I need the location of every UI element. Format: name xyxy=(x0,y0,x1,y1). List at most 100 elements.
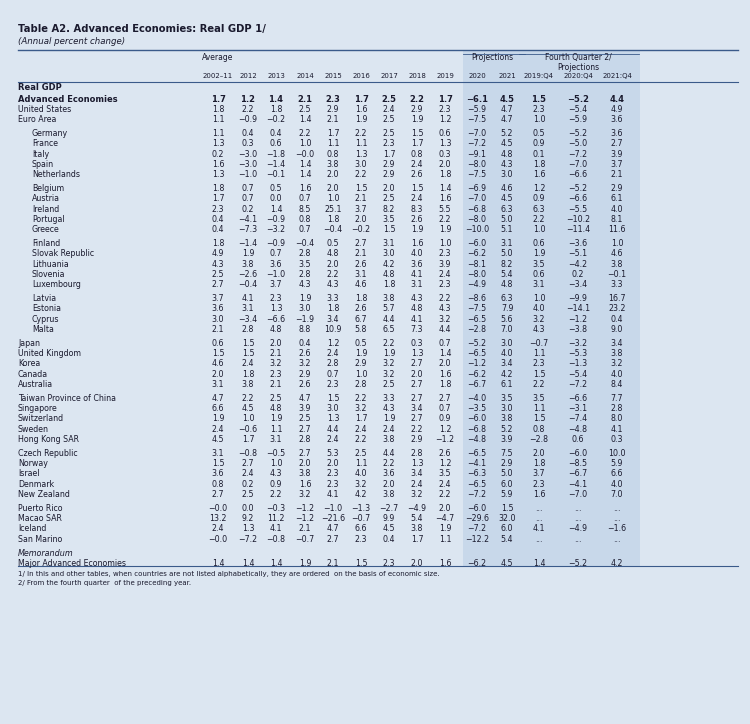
Text: 7.5: 7.5 xyxy=(501,449,513,458)
Text: 1.8: 1.8 xyxy=(327,215,339,224)
Text: 1.7: 1.7 xyxy=(411,534,423,544)
Text: 4.2: 4.2 xyxy=(610,559,623,568)
Text: 4.5: 4.5 xyxy=(501,139,513,148)
Text: 1.1: 1.1 xyxy=(532,404,545,413)
Text: 3.4: 3.4 xyxy=(501,359,513,369)
Text: 5.7: 5.7 xyxy=(382,304,395,313)
Text: 2.3: 2.3 xyxy=(382,559,395,568)
Text: 1.6: 1.6 xyxy=(439,369,452,379)
Text: 11.6: 11.6 xyxy=(608,225,625,234)
Text: 1.1: 1.1 xyxy=(270,424,282,434)
Text: 2.7: 2.7 xyxy=(610,139,623,148)
Text: −10.0: −10.0 xyxy=(465,225,489,234)
Text: 5.5: 5.5 xyxy=(439,204,452,214)
Text: 3.5: 3.5 xyxy=(382,215,395,224)
Text: 5.9: 5.9 xyxy=(610,459,623,468)
Text: 0.7: 0.7 xyxy=(298,194,311,203)
Text: −6.6: −6.6 xyxy=(568,170,587,179)
Text: 6.0: 6.0 xyxy=(501,479,513,489)
Text: 1.1: 1.1 xyxy=(532,349,545,358)
Text: 1.0: 1.0 xyxy=(439,239,452,248)
Text: ...: ... xyxy=(536,514,543,523)
Text: 2.7: 2.7 xyxy=(298,449,311,458)
Text: 1.0: 1.0 xyxy=(242,414,254,424)
Text: 2.3: 2.3 xyxy=(382,139,395,148)
Text: −7.5: −7.5 xyxy=(467,115,487,124)
Text: 3.1: 3.1 xyxy=(242,304,254,313)
Text: 1.7: 1.7 xyxy=(382,149,395,159)
Text: −0.3: −0.3 xyxy=(266,504,286,513)
Text: Estonia: Estonia xyxy=(32,304,61,313)
Text: −4.7: −4.7 xyxy=(436,514,454,523)
Text: 1.8: 1.8 xyxy=(327,304,339,313)
Text: 1.8: 1.8 xyxy=(532,459,545,468)
Text: 8.3: 8.3 xyxy=(411,204,423,214)
Text: 4.5: 4.5 xyxy=(501,194,513,203)
Text: 1.4: 1.4 xyxy=(242,559,254,568)
Text: −2.6: −2.6 xyxy=(238,270,257,279)
Text: Norway: Norway xyxy=(18,459,48,468)
Text: −6.2: −6.2 xyxy=(467,369,487,379)
Text: −0.1: −0.1 xyxy=(608,270,626,279)
Text: 2.0: 2.0 xyxy=(382,184,395,193)
Text: 0.9: 0.9 xyxy=(270,479,282,489)
Text: 3.6: 3.6 xyxy=(211,304,224,313)
Text: 4.8: 4.8 xyxy=(501,149,513,159)
Text: 2.0: 2.0 xyxy=(439,160,452,169)
Text: 1.0: 1.0 xyxy=(355,369,368,379)
Text: 2.1: 2.1 xyxy=(327,115,339,124)
Text: 0.0: 0.0 xyxy=(270,194,282,203)
Text: 5.0: 5.0 xyxy=(501,215,513,224)
Text: −0.0: −0.0 xyxy=(296,149,314,159)
Text: 0.6: 0.6 xyxy=(532,239,545,248)
Text: 2.6: 2.6 xyxy=(411,170,423,179)
Text: 2.5: 2.5 xyxy=(382,115,395,124)
Text: 2.2: 2.2 xyxy=(411,424,423,434)
Text: Ireland: Ireland xyxy=(32,204,59,214)
Text: 2.4: 2.4 xyxy=(439,479,452,489)
Text: 2018: 2018 xyxy=(408,73,426,79)
Text: 2.8: 2.8 xyxy=(298,270,311,279)
Text: 2.7: 2.7 xyxy=(298,424,311,434)
Text: 6.3: 6.3 xyxy=(501,294,513,303)
Text: 1.2: 1.2 xyxy=(241,95,256,104)
Text: 2.2: 2.2 xyxy=(355,434,368,444)
Text: 3.8: 3.8 xyxy=(382,294,395,303)
Text: −4.0: −4.0 xyxy=(467,394,487,403)
Text: 3.2: 3.2 xyxy=(270,359,282,369)
Text: −0.6: −0.6 xyxy=(238,424,257,434)
Text: 7.0: 7.0 xyxy=(610,489,623,499)
Text: 4.9: 4.9 xyxy=(610,105,623,114)
Text: 2.6: 2.6 xyxy=(298,379,311,389)
Text: −7.5: −7.5 xyxy=(467,304,487,313)
Text: −12.2: −12.2 xyxy=(465,534,489,544)
Text: 3.9: 3.9 xyxy=(501,434,513,444)
Text: 2.7: 2.7 xyxy=(411,379,423,389)
Text: 4.8: 4.8 xyxy=(270,324,282,334)
Text: 0.8: 0.8 xyxy=(211,479,224,489)
Text: 1.6: 1.6 xyxy=(532,489,545,499)
Text: 4.0: 4.0 xyxy=(411,249,423,258)
Text: 2015: 2015 xyxy=(324,73,342,79)
Text: Table A2. Advanced Economies: Real GDP 1/: Table A2. Advanced Economies: Real GDP 1… xyxy=(18,24,266,34)
Text: Advanced Economies: Advanced Economies xyxy=(18,95,118,104)
Text: −2.7: −2.7 xyxy=(380,504,398,513)
Text: 2.7: 2.7 xyxy=(355,239,368,248)
Text: 4.6: 4.6 xyxy=(610,249,623,258)
Text: 1.5: 1.5 xyxy=(501,504,513,513)
Text: 1.9: 1.9 xyxy=(382,349,395,358)
Text: 4.1: 4.1 xyxy=(610,424,623,434)
Text: 4.6: 4.6 xyxy=(211,359,224,369)
Text: 1.7: 1.7 xyxy=(355,414,368,424)
Text: 1.9: 1.9 xyxy=(411,225,423,234)
Text: Australia: Australia xyxy=(18,379,53,389)
Text: 1.6: 1.6 xyxy=(355,105,368,114)
Text: 2002–11: 2002–11 xyxy=(202,73,233,79)
Text: 3.0: 3.0 xyxy=(501,404,513,413)
Text: 5.0: 5.0 xyxy=(501,469,513,479)
Text: 4.7: 4.7 xyxy=(327,524,339,534)
Text: −6.0: −6.0 xyxy=(467,239,487,248)
Text: 1.7: 1.7 xyxy=(211,95,226,104)
Text: Euro Area: Euro Area xyxy=(18,115,56,124)
Text: 2.4: 2.4 xyxy=(242,469,254,479)
